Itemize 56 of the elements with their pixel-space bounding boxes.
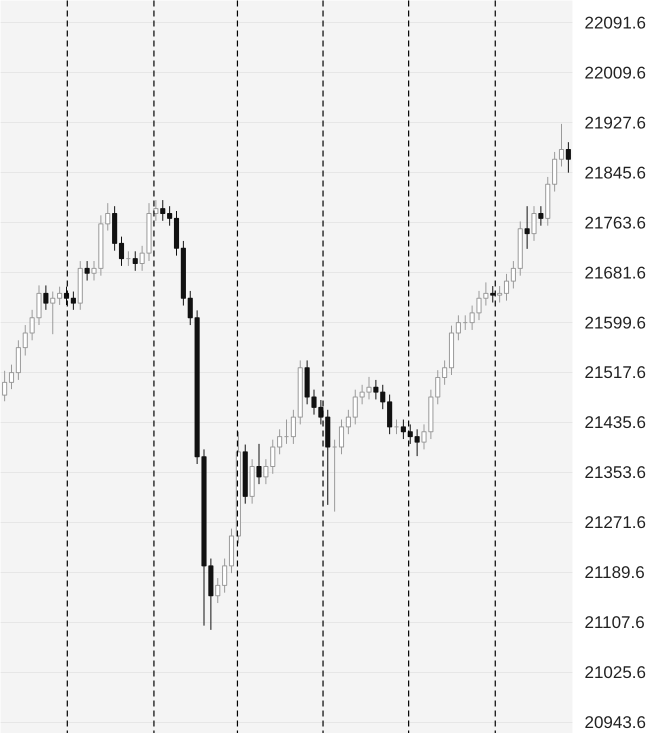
y-tick-label: 21517.6: [584, 363, 646, 382]
candlestick: [504, 273, 510, 302]
candlestick: [118, 236, 124, 266]
candlestick: [346, 409, 351, 435]
candlestick: [558, 123, 564, 168]
y-tick-label: 21435.6: [584, 413, 646, 432]
candlestick: [222, 558, 228, 594]
candlestick: [160, 200, 166, 222]
y-tick-label: 21271.6: [584, 513, 646, 532]
candlestick: [566, 142, 571, 174]
y-tick-label: 21107.6: [584, 613, 645, 632]
candlestick: [531, 206, 537, 242]
candlestick: [524, 206, 530, 250]
y-tick-label: 21189.6: [584, 563, 645, 582]
candlestick: [91, 260, 97, 282]
candlestick: [30, 309, 35, 341]
candlestick: [538, 206, 544, 226]
candlestick: [456, 314, 461, 341]
y-tick-label: 21599.6: [584, 313, 646, 332]
candlestick: [167, 206, 172, 226]
candlestick: [277, 428, 282, 455]
y-tick-label: 21845.6: [584, 163, 646, 182]
candlestick: [84, 260, 90, 282]
candlestick: [497, 286, 502, 304]
candlestick: [215, 578, 220, 604]
candlestick: [256, 443, 262, 485]
y-tick-label: 21353.6: [584, 463, 646, 482]
candlestick: [290, 409, 296, 444]
candlestick: [476, 290, 482, 321]
candlestick: [470, 305, 475, 330]
candlestick: [43, 284, 48, 310]
y-tick-label: 21681.6: [584, 263, 646, 282]
y-tick-label: 22091.6: [584, 13, 646, 32]
candlestick: [421, 424, 427, 450]
candlestick: [414, 428, 420, 457]
candlestick: [352, 389, 358, 425]
candlestick: [435, 370, 440, 405]
candlestick: [311, 389, 317, 416]
y-tick-label: 21025.6: [584, 663, 646, 682]
candlestick: [70, 291, 76, 310]
y-tick-label: 20943.6: [584, 713, 646, 732]
candlestick: [140, 245, 145, 272]
y-tick-label: 21763.6: [584, 213, 646, 232]
candlestick: [153, 200, 158, 222]
candlestick: [8, 364, 14, 390]
candlestick: [132, 250, 138, 272]
candlestick: [442, 360, 448, 386]
candlestick: [270, 439, 276, 474]
y-tick-label: 22009.6: [584, 63, 646, 82]
candlestick: [22, 324, 28, 356]
candlestick: [483, 282, 488, 306]
candlestick: [360, 384, 365, 405]
candlestick: [366, 376, 372, 400]
candlestick: [263, 458, 268, 485]
y-tick-label: 21927.6: [584, 113, 646, 132]
candlestick: [338, 419, 344, 455]
